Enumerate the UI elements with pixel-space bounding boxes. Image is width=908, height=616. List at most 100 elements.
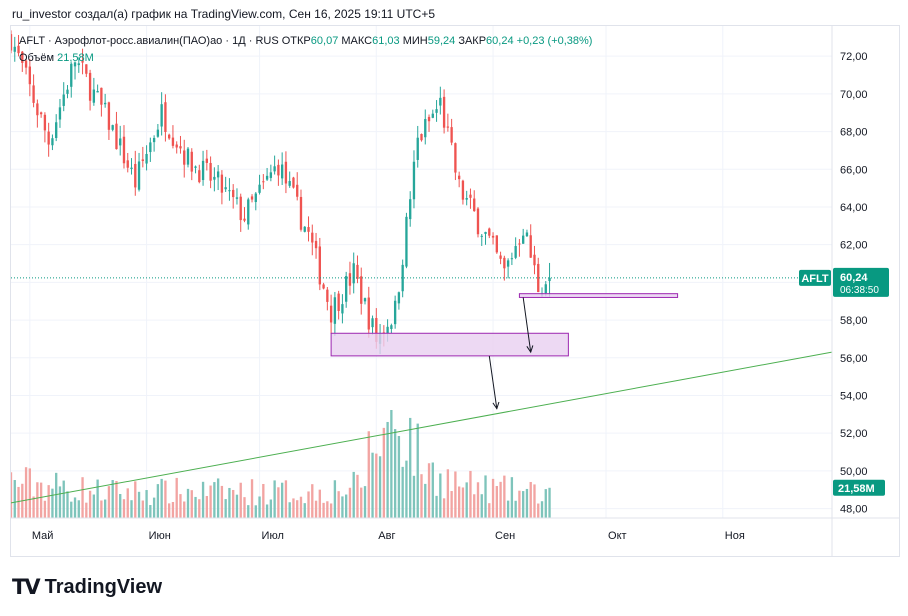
volume-bar	[152, 497, 156, 518]
candle-body	[480, 235, 483, 237]
volume-bar	[164, 480, 167, 518]
volume-bar	[322, 502, 325, 518]
volume-bar	[544, 489, 547, 518]
volume-bar	[62, 480, 65, 518]
legend-symbol[interactable]: AFLT	[19, 35, 45, 47]
candle-body	[525, 232, 529, 237]
candle-body	[469, 194, 472, 198]
candle-body	[17, 45, 20, 54]
legend-interval[interactable]: 1Д	[232, 35, 246, 47]
candle	[454, 142, 457, 181]
candle-body	[254, 193, 257, 203]
candle-body	[393, 300, 397, 325]
volume-bar	[103, 499, 107, 518]
volume-bar	[337, 491, 340, 518]
candle-body	[205, 158, 209, 163]
candle-body	[450, 127, 453, 143]
tradingview-logo[interactable]: TV TradingView	[12, 575, 162, 599]
volume-bar	[235, 494, 239, 518]
volume-bar	[401, 466, 404, 518]
candle-body	[77, 63, 80, 66]
candle-body	[32, 85, 35, 103]
candle	[348, 261, 352, 295]
volume-bar	[145, 490, 148, 518]
candle	[488, 227, 491, 239]
candle	[341, 294, 344, 324]
candle-body	[175, 144, 178, 148]
candle-body	[111, 125, 114, 130]
candle	[213, 167, 216, 192]
legend-name: Аэрофлот-росс.авиалин(ПАО)ао	[54, 35, 223, 47]
candle-body	[28, 66, 31, 85]
candle	[333, 291, 337, 336]
candle	[224, 176, 227, 192]
chart-svg[interactable]: 48,0050,0052,0054,0056,0058,0060,0062,00…	[11, 26, 899, 556]
volume-bar	[11, 472, 13, 518]
candle-body	[24, 60, 28, 68]
candle	[24, 58, 28, 75]
candle-body	[371, 318, 374, 328]
candle	[216, 165, 220, 191]
candle-body	[397, 292, 401, 304]
candle-body	[514, 246, 517, 258]
candle	[273, 155, 276, 175]
candle	[299, 189, 303, 232]
candle	[115, 111, 118, 150]
arrow-line	[488, 355, 498, 409]
y-tick-label: 64,00	[840, 202, 868, 214]
volume-bar	[186, 488, 190, 518]
candle-body	[461, 180, 465, 200]
candle	[186, 146, 190, 168]
candle-body	[277, 164, 280, 176]
y-tick-label: 68,00	[840, 127, 868, 139]
candle	[401, 259, 404, 298]
candle	[100, 87, 103, 117]
candle	[88, 69, 92, 111]
volume-bar	[284, 480, 288, 518]
volume-bar	[201, 481, 205, 518]
candle	[183, 139, 186, 178]
candle-body	[412, 161, 416, 200]
candle	[431, 109, 434, 119]
y-tick-label: 48,00	[840, 504, 868, 516]
y-tick-label: 66,00	[840, 164, 868, 176]
candle-body	[250, 196, 254, 200]
support-zone	[518, 293, 679, 298]
volume-bar	[39, 482, 43, 518]
chart-panel[interactable]: 48,0050,0052,0054,0056,0058,0060,0062,00…	[10, 25, 900, 557]
candle-body	[21, 51, 24, 63]
candle	[85, 64, 88, 78]
candle	[145, 145, 148, 171]
volume-bar	[533, 484, 536, 518]
candle	[510, 252, 514, 266]
candle-body	[518, 243, 521, 245]
candle-body	[239, 196, 242, 221]
candle	[465, 190, 468, 206]
candle	[416, 125, 419, 168]
volume-bar	[73, 497, 77, 518]
volume-bar	[314, 500, 318, 518]
candle-body	[243, 218, 246, 221]
volume-bar	[119, 494, 122, 518]
candle-body	[326, 289, 329, 302]
y-tick-label: 58,00	[840, 315, 868, 327]
candle-body	[439, 97, 442, 106]
y-tick-label: 72,00	[840, 51, 868, 63]
volume-legend-label: Объём	[19, 52, 55, 64]
candle-body	[427, 116, 431, 122]
price-badge-price: 60,24	[840, 272, 868, 284]
volume-bar	[107, 486, 111, 518]
volume-bar	[77, 500, 80, 518]
candle	[307, 216, 310, 242]
candle	[269, 164, 273, 182]
candle	[175, 141, 178, 154]
price-badge-symbol[interactable]: AFLT	[799, 269, 831, 286]
volume-bar	[171, 502, 175, 518]
candle-body	[360, 276, 363, 304]
volume-bar	[514, 500, 517, 518]
candle	[424, 109, 427, 145]
volume-bar	[194, 496, 197, 518]
candle-body	[186, 148, 190, 165]
volume-bar	[92, 494, 96, 518]
candle-body	[446, 126, 450, 128]
